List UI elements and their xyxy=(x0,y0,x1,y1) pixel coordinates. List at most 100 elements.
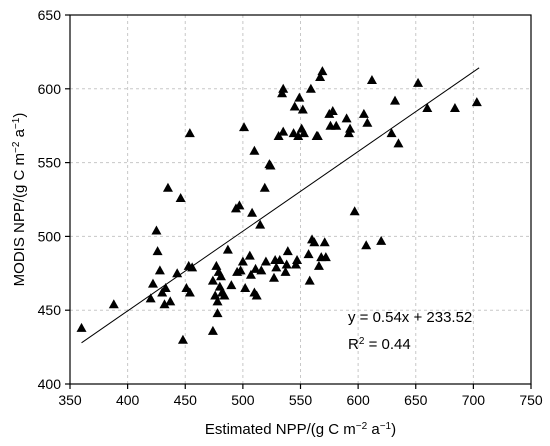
data-point xyxy=(312,131,323,141)
data-point xyxy=(247,207,258,217)
data-point xyxy=(239,122,250,132)
data-point xyxy=(260,256,271,266)
data-point xyxy=(177,334,188,344)
data-point xyxy=(259,182,270,192)
y-label-sup1: −2 xyxy=(11,141,22,153)
data-points xyxy=(76,66,482,344)
data-point xyxy=(108,299,119,309)
data-point xyxy=(422,102,433,112)
data-point xyxy=(297,104,308,114)
axis-ticks: 350 400 450 500 550 600 650 700 7504004505005506… xyxy=(38,7,543,408)
y-tick-label: 600 xyxy=(38,81,62,97)
data-point xyxy=(309,237,320,247)
x-label-part3: ) xyxy=(391,421,396,438)
data-point xyxy=(317,66,328,76)
y-tick-label: 500 xyxy=(38,228,62,244)
data-point xyxy=(207,325,218,335)
data-point xyxy=(361,240,372,250)
data-point xyxy=(151,225,162,235)
data-point xyxy=(304,275,315,285)
data-point xyxy=(226,280,237,290)
y-tick-label: 450 xyxy=(38,302,62,318)
data-point xyxy=(271,262,282,272)
data-point xyxy=(256,265,267,275)
data-point xyxy=(280,266,291,276)
data-point xyxy=(159,299,170,309)
data-point xyxy=(278,126,289,136)
data-point xyxy=(319,237,330,247)
data-point xyxy=(315,71,326,81)
data-point xyxy=(345,123,356,133)
data-point xyxy=(234,200,245,210)
data-point xyxy=(278,83,289,93)
r2-symbol: R xyxy=(348,336,359,353)
data-point xyxy=(165,296,176,306)
r2-exponent: 2 xyxy=(359,336,365,347)
data-point xyxy=(386,128,397,138)
data-point xyxy=(349,206,360,216)
data-point xyxy=(393,138,404,148)
x-tick-label: 750 xyxy=(519,392,543,408)
data-point xyxy=(215,271,226,281)
x-tick-label: 400 xyxy=(116,392,140,408)
x-axis-label: Estimated NPP/(g C m−2 a−1) xyxy=(205,421,396,439)
data-point xyxy=(219,290,230,300)
y-axis-label: MODIS NPP/(g C m−2 a−1) xyxy=(11,113,29,287)
fit-equation: y = 0.54x + 233.52 xyxy=(348,309,472,326)
data-point xyxy=(249,145,260,155)
data-point xyxy=(172,268,183,278)
data-point xyxy=(366,74,377,84)
x-tick-label: 600 xyxy=(346,392,370,408)
x-tick-label: 450 xyxy=(174,392,198,408)
data-point xyxy=(154,265,165,275)
data-point xyxy=(76,322,87,332)
data-point xyxy=(184,287,195,297)
y-tick-label: 650 xyxy=(38,7,62,23)
x-tick-label: 700 xyxy=(462,392,486,408)
x-label-sup1: −2 xyxy=(356,421,368,432)
y-tick-label: 550 xyxy=(38,155,62,171)
data-point xyxy=(449,102,460,112)
data-point xyxy=(187,262,198,272)
data-point xyxy=(471,97,482,107)
grid-lines xyxy=(70,15,531,384)
y-label-part1: MODIS NPP/(g C m xyxy=(11,153,28,286)
fit-line-group xyxy=(81,67,480,344)
data-point xyxy=(292,255,303,265)
data-point xyxy=(358,108,369,118)
data-point xyxy=(293,131,304,141)
data-point xyxy=(207,275,218,285)
data-point xyxy=(376,235,387,245)
data-point xyxy=(211,260,222,270)
y-label-part2: a xyxy=(11,128,28,141)
data-point xyxy=(255,219,266,229)
data-point xyxy=(305,83,316,93)
data-point xyxy=(147,278,158,288)
data-point xyxy=(237,256,248,266)
data-point xyxy=(341,113,352,123)
data-point xyxy=(212,308,223,318)
data-point xyxy=(212,296,223,306)
data-point xyxy=(362,117,373,127)
y-tick-label: 400 xyxy=(38,376,62,392)
data-point xyxy=(245,269,256,279)
data-point xyxy=(281,259,292,269)
data-point xyxy=(294,92,305,102)
x-label-part1: Estimated NPP/(g C m xyxy=(205,421,356,438)
r-squared-label: R2 = 0.44 xyxy=(348,336,411,354)
data-point xyxy=(175,193,186,203)
x-label-part2: a xyxy=(367,421,380,438)
x-tick-label: 350 xyxy=(58,392,82,408)
data-point xyxy=(235,265,246,275)
data-point xyxy=(413,77,424,87)
x-tick-label: 550 xyxy=(289,392,313,408)
x-tick-label: 650 xyxy=(404,392,428,408)
y-label-sup2: −1 xyxy=(11,117,22,129)
data-point xyxy=(250,263,261,273)
data-point xyxy=(327,105,338,115)
data-point xyxy=(298,128,309,138)
fit-line xyxy=(81,67,480,344)
data-point xyxy=(145,293,156,303)
data-point xyxy=(320,252,331,262)
